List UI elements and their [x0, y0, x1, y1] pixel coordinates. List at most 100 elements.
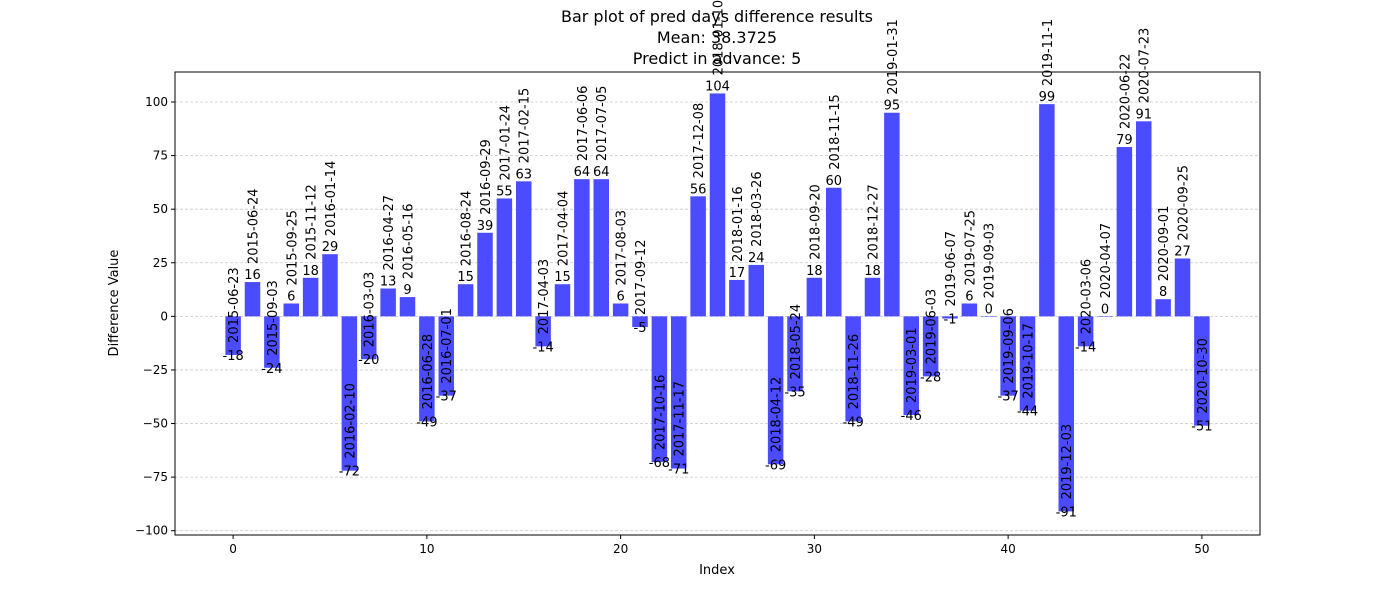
bar: [477, 232, 493, 317]
x-tick-label: 30: [807, 542, 822, 556]
bar-date-label: 2017-08-03: [615, 210, 630, 286]
bar-value-label: 18: [864, 264, 881, 279]
bar: [225, 316, 241, 355]
bar-value-label: 79: [1116, 133, 1133, 148]
bar-value-label: -46: [901, 409, 922, 424]
bar-date-label: 2020-04-07: [1099, 223, 1114, 299]
bar-date-label: 2019-09-06: [1002, 308, 1017, 384]
bar-value-label: 17: [729, 266, 746, 281]
bar-value-label: 6: [616, 290, 624, 305]
bar-date-label: 2016-05-16: [402, 204, 417, 280]
x-tick-label: 20: [613, 542, 628, 556]
bar-date-label: 2016-07-01: [440, 308, 455, 384]
bar: [283, 303, 299, 317]
bar: [612, 303, 629, 317]
y-tick-label: −25: [143, 363, 168, 377]
axes: −100 −75 −50 −25 0 25 50 75 100 0 10 20 30 40 50: [135, 71, 1261, 556]
bar: [264, 316, 280, 368]
bar-value-label: -91: [1056, 505, 1077, 520]
bar: [554, 284, 571, 317]
bar-date-label: 2020-10-30: [1196, 338, 1211, 414]
bar: [1174, 258, 1191, 317]
bar-value-label: -24: [261, 362, 282, 377]
bar: [1019, 316, 1036, 411]
bar: [574, 179, 590, 317]
bar-date-label: 2020-03-06: [1080, 259, 1095, 335]
bar: [341, 316, 358, 471]
bar: [787, 316, 803, 392]
bar-date-label: 2018-05-24: [789, 304, 804, 380]
bar-value-label: -49: [416, 415, 437, 430]
bar: [729, 279, 745, 317]
bar: [438, 316, 454, 396]
bar: [516, 181, 532, 317]
bar: [690, 196, 706, 317]
bar-value-label: -37: [436, 390, 457, 405]
bar-date-label: 2019-03-01: [905, 327, 920, 403]
x-tick-label: 0: [229, 542, 237, 556]
bar: [244, 282, 261, 317]
bar-date-label: 2019-09-03: [983, 223, 998, 299]
bars: [225, 93, 1210, 512]
chart-title-line-2: Mean: 38.3725: [657, 28, 777, 47]
bar-value-label: 6: [287, 290, 295, 305]
bar: [1155, 299, 1171, 317]
bar-date-label: 2017-11-17: [673, 381, 688, 457]
y-axis-label: Difference Value: [107, 250, 122, 357]
bar-date-label: 2018-11-15: [828, 94, 843, 170]
bar-value-label: -14: [1075, 340, 1096, 355]
bar-date-label: 2020-09-01: [1157, 206, 1172, 282]
bar: [419, 316, 435, 422]
bar-date-label: 2015-09-03: [266, 280, 281, 356]
bar: [767, 316, 784, 465]
bar-date-label: 2018-01-16: [731, 186, 746, 262]
bar-value-label: -44: [1017, 405, 1038, 420]
bar-value-label: 104: [705, 79, 730, 94]
bar-value-label: -28: [920, 370, 941, 385]
bar-value-label: -49: [843, 415, 864, 430]
bar-date-label: 2015-06-23: [227, 267, 242, 343]
bar-value-label: -5: [634, 321, 647, 336]
bar-date-label: 2019-01-31: [886, 19, 901, 95]
bar-value-label: 13: [380, 274, 397, 289]
bar-value-label: 24: [748, 251, 765, 266]
bar-value-label: -18: [223, 349, 244, 364]
bar-date-label: 2017-01-24: [498, 105, 513, 181]
bar-date-label: 2018-12-27: [867, 184, 882, 260]
y-tick-label: 0: [160, 309, 168, 323]
bar-value-label: 9: [403, 283, 411, 298]
bar-value-label: -37: [998, 390, 1019, 405]
bar-value-label: 39: [477, 219, 494, 234]
bar-date-label: 2015-09-25: [285, 210, 300, 286]
bar-value-label: -71: [668, 463, 689, 478]
bar-date-label: 2016-02-10: [343, 383, 358, 459]
bar-date-label: 2017-09-12: [634, 240, 649, 316]
bar: [651, 316, 668, 463]
y-tick-label: −75: [143, 470, 168, 484]
bar: [903, 316, 919, 415]
bar-date-label: 2017-12-08: [692, 103, 707, 179]
bar: [1039, 104, 1055, 317]
bar-date-label: 2016-03-03: [363, 272, 378, 348]
bar: [709, 93, 726, 317]
bar-date-label: 2016-01-14: [324, 161, 339, 237]
bar-date-label: 2019-06-07: [944, 231, 959, 307]
bar: [922, 316, 939, 377]
y-tick-label: 50: [153, 202, 168, 216]
bar-date-label: 2019-12-03: [1060, 424, 1075, 500]
bar-value-label: -72: [339, 465, 360, 480]
bar-value-label: 56: [690, 182, 707, 197]
bar: [1097, 316, 1113, 317]
bar: [1000, 316, 1016, 396]
bar-value-label: 18: [302, 264, 319, 279]
bar-date-label: 2016-04-27: [382, 195, 397, 271]
x-tick-label: 10: [419, 542, 434, 556]
bar-value-label: -20: [358, 353, 379, 368]
bar-date-label: 2019-10-17: [1022, 323, 1037, 399]
bar-date-label: 2020-09-25: [1177, 165, 1192, 241]
bar: [1194, 316, 1210, 426]
bar: [593, 179, 609, 317]
bar-value-label: -35: [784, 385, 805, 400]
bar-date-label: 2018-11-26: [847, 334, 862, 410]
